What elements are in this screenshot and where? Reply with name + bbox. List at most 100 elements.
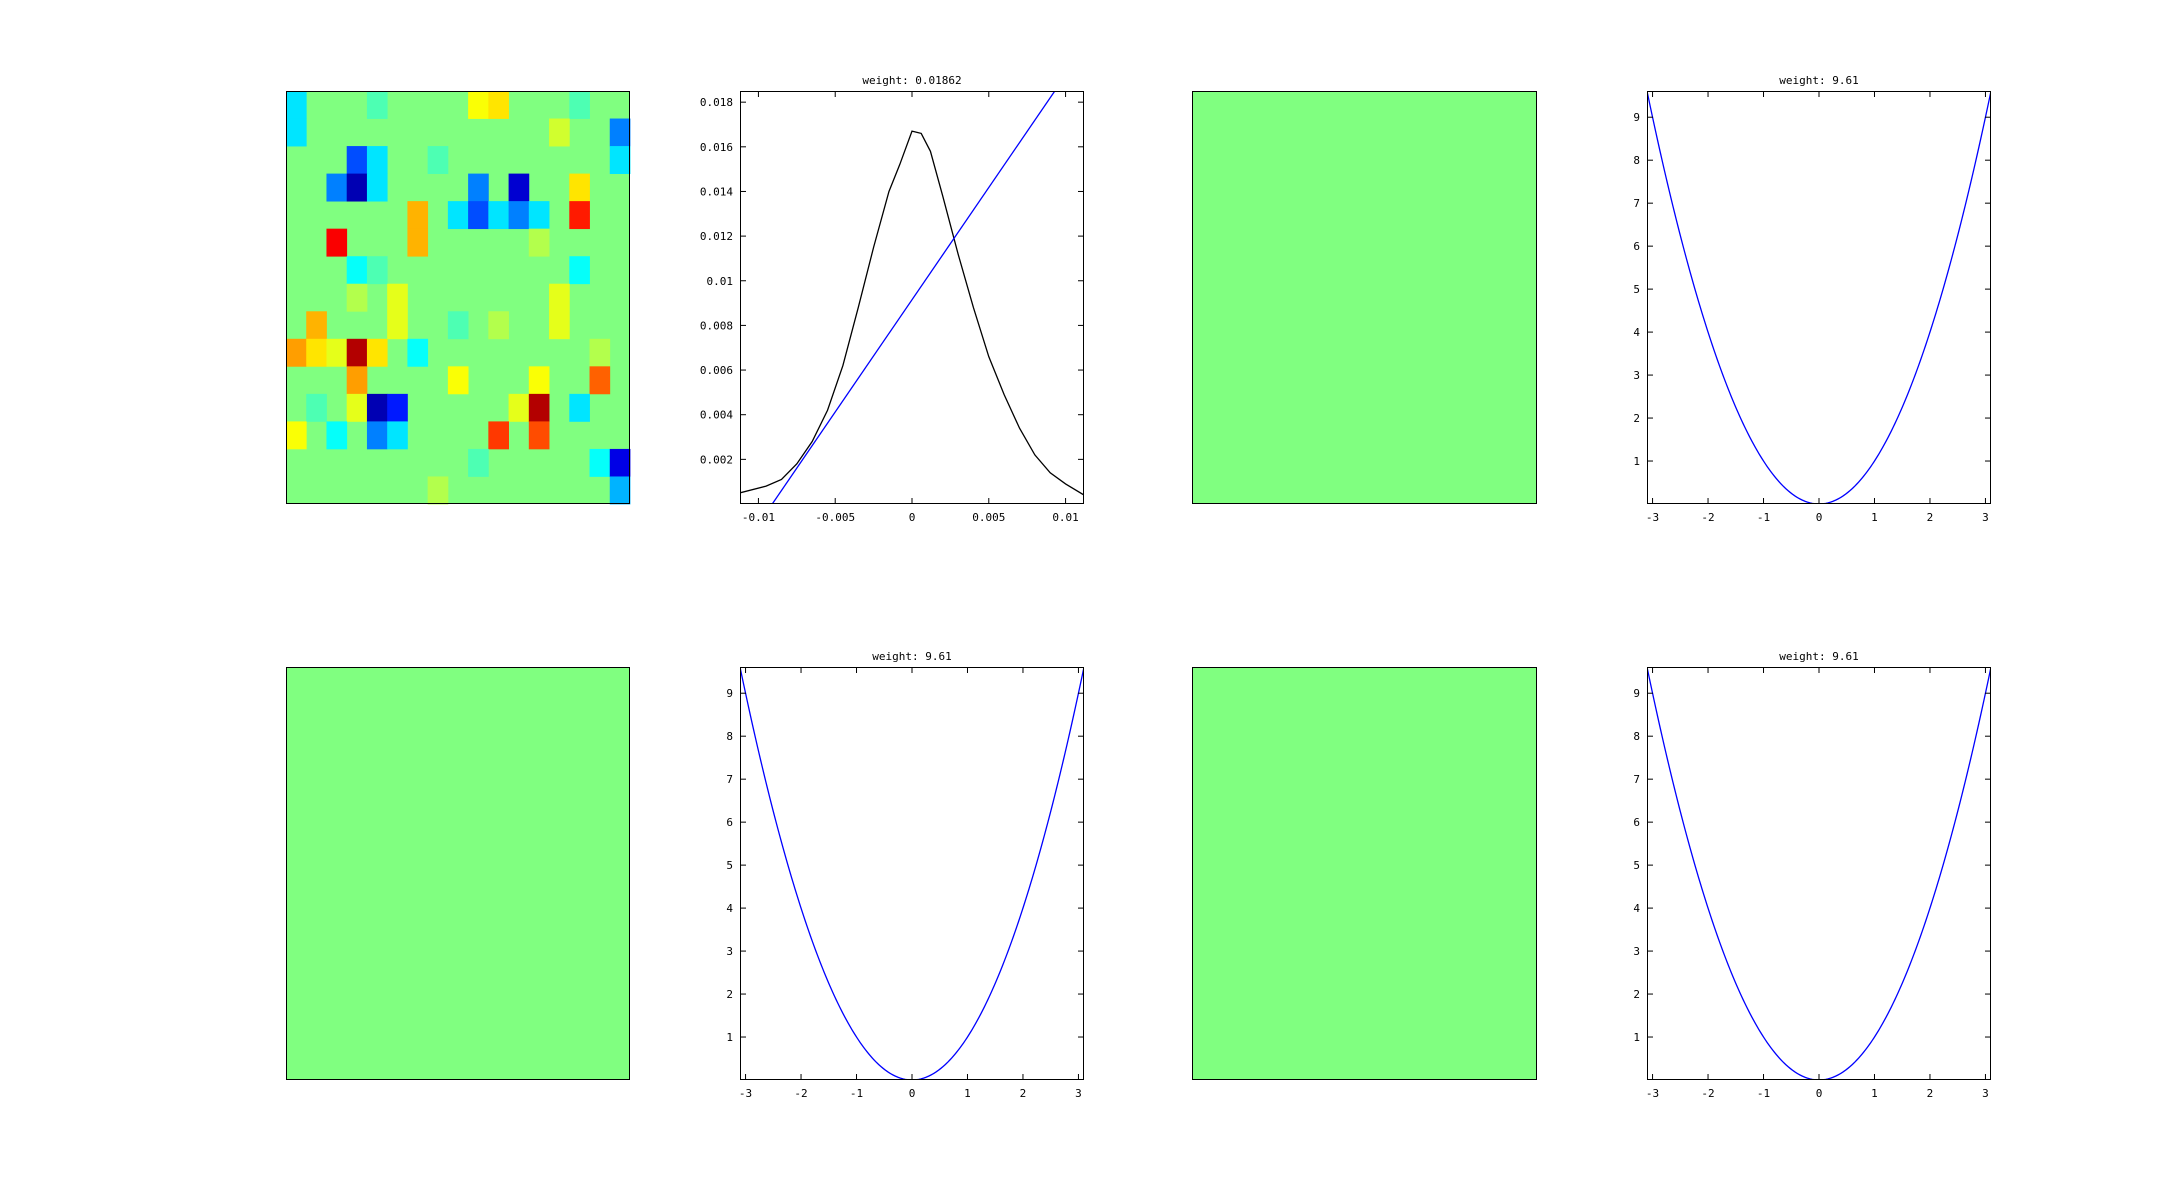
series-line-1 bbox=[740, 667, 1084, 1080]
x-tick-label: 0 bbox=[909, 1087, 916, 1100]
subplot-2: -0.01 -0.005 0 0.005 0.01 0.002 0.004 0.006 0.00… bbox=[700, 74, 1084, 524]
heatmap-cell bbox=[346, 393, 368, 422]
subplot-5 bbox=[286, 667, 630, 1080]
y-tick-label: 6 bbox=[726, 816, 733, 829]
chart-title: weight: 0.01862 bbox=[862, 74, 961, 87]
chart-title: weight: 9.61 bbox=[872, 650, 951, 663]
x-tick-label: -1 bbox=[1757, 1087, 1770, 1100]
series-line-1 bbox=[1647, 667, 1991, 1080]
y-tick-label: 6 bbox=[1633, 240, 1640, 253]
heatmap-cell bbox=[609, 118, 631, 147]
heatmap-cell bbox=[326, 228, 348, 257]
chart-title: weight: 9.61 bbox=[1779, 74, 1858, 87]
x-tick-label: -0.01 bbox=[742, 511, 775, 524]
heatmap-cell bbox=[427, 146, 449, 174]
subplot-4: -3 -2 -1 0 1 2 3 1 2 3 4 5 6 7 8 9 weight: 9.61 bbox=[1633, 74, 1991, 524]
heatmap-cell bbox=[488, 421, 509, 450]
heatmap-cell bbox=[569, 173, 590, 202]
y-tick-label: 1 bbox=[726, 1031, 733, 1044]
heatmap-cell bbox=[609, 146, 631, 174]
x-tick-label: 1 bbox=[964, 1087, 971, 1100]
x-tick-label: 2 bbox=[1927, 511, 1934, 524]
subplot-7 bbox=[1192, 667, 1537, 1080]
y-tick-label: 9 bbox=[1633, 111, 1640, 124]
axes-frame bbox=[740, 91, 1084, 504]
y-tick-label: 3 bbox=[726, 945, 733, 958]
heatmap-cell bbox=[387, 393, 408, 422]
heatmap-cell bbox=[549, 283, 570, 312]
heatmap-cell bbox=[549, 118, 570, 147]
chart-title: weight: 9.61 bbox=[1779, 650, 1858, 663]
heatmap-cell bbox=[346, 338, 368, 367]
series-line-2 bbox=[771, 91, 1056, 504]
y-tick-label: 1 bbox=[1633, 455, 1640, 468]
heatmap-cell bbox=[346, 366, 368, 395]
heatmap-cell bbox=[488, 311, 509, 340]
heatmap-cell bbox=[549, 311, 570, 340]
y-tick-label: 6 bbox=[1633, 816, 1640, 829]
y-tick-label: 4 bbox=[1633, 326, 1640, 339]
heatmap-cell bbox=[447, 201, 469, 230]
x-tick-label: 1 bbox=[1871, 1087, 1878, 1100]
heatmap-cell bbox=[589, 366, 611, 395]
heatmap-cell bbox=[468, 201, 489, 230]
heatmap-cell bbox=[286, 338, 307, 367]
heatmap-cell bbox=[528, 201, 550, 230]
heatmap-cell bbox=[468, 448, 489, 477]
x-tick-label: -1 bbox=[850, 1087, 863, 1100]
y-tick-label: 0.016 bbox=[700, 141, 733, 154]
y-tick-label: 3 bbox=[1633, 369, 1640, 382]
x-tick-label: -2 bbox=[794, 1087, 807, 1100]
y-tick-label: 0.008 bbox=[700, 319, 733, 332]
heatmap-frame bbox=[286, 91, 630, 504]
y-tick-label: 0.002 bbox=[700, 453, 733, 466]
heatmap-cell bbox=[286, 421, 307, 450]
x-tick-label: -2 bbox=[1701, 511, 1714, 524]
y-tick-label: 9 bbox=[1633, 687, 1640, 700]
subplot-3 bbox=[1192, 91, 1537, 504]
heatmap-cell bbox=[407, 228, 429, 257]
y-tick-label: 2 bbox=[726, 988, 733, 1001]
heatmap-cell bbox=[528, 228, 550, 257]
y-tick-label: 7 bbox=[1633, 773, 1640, 786]
y-tick-label: 4 bbox=[1633, 902, 1640, 915]
heatmap-cell bbox=[528, 393, 550, 422]
heatmap-cell bbox=[447, 366, 469, 395]
heatmap-frame bbox=[1192, 91, 1537, 504]
x-tick-label: 0.005 bbox=[972, 511, 1005, 524]
y-tick-label: 0.012 bbox=[700, 230, 733, 243]
heatmap-cell bbox=[346, 173, 368, 202]
x-tick-label: 2 bbox=[1927, 1087, 1934, 1100]
heatmap-background bbox=[1192, 91, 1537, 504]
y-tick-label: 0.004 bbox=[700, 409, 733, 422]
heatmap-cell bbox=[589, 448, 611, 477]
x-tick-label: 0.01 bbox=[1052, 511, 1079, 524]
heatmap-cell bbox=[468, 173, 489, 202]
heatmap-cell bbox=[508, 393, 530, 422]
heatmap-cell bbox=[346, 256, 368, 285]
heatmap-cell bbox=[508, 201, 530, 230]
heatmap-frame bbox=[286, 667, 630, 1080]
y-tick-label: 5 bbox=[1633, 283, 1640, 296]
x-tick-label: 0 bbox=[1816, 511, 1823, 524]
heatmap-cell bbox=[407, 201, 429, 230]
y-tick-label: 9 bbox=[726, 687, 733, 700]
heatmap-cell bbox=[366, 146, 388, 174]
heatmap-cell bbox=[609, 476, 631, 505]
heatmap-cell bbox=[427, 476, 449, 505]
heatmap-cell bbox=[387, 283, 408, 312]
x-tick-label: -3 bbox=[1646, 1087, 1659, 1100]
x-tick-label: 3 bbox=[1982, 511, 1989, 524]
heatmap-cell bbox=[488, 201, 509, 230]
x-tick-label: 3 bbox=[1982, 1087, 1989, 1100]
y-tick-label: 7 bbox=[1633, 197, 1640, 210]
y-tick-label: 8 bbox=[726, 730, 733, 743]
subplot-1 bbox=[286, 91, 631, 505]
heatmap-cell bbox=[528, 366, 550, 395]
heatmap-cell bbox=[569, 91, 590, 119]
x-tick-label: -1 bbox=[1757, 511, 1770, 524]
x-tick-label: 0 bbox=[1816, 1087, 1823, 1100]
heatmap-cell bbox=[366, 91, 388, 119]
heatmap-cell bbox=[488, 91, 509, 119]
